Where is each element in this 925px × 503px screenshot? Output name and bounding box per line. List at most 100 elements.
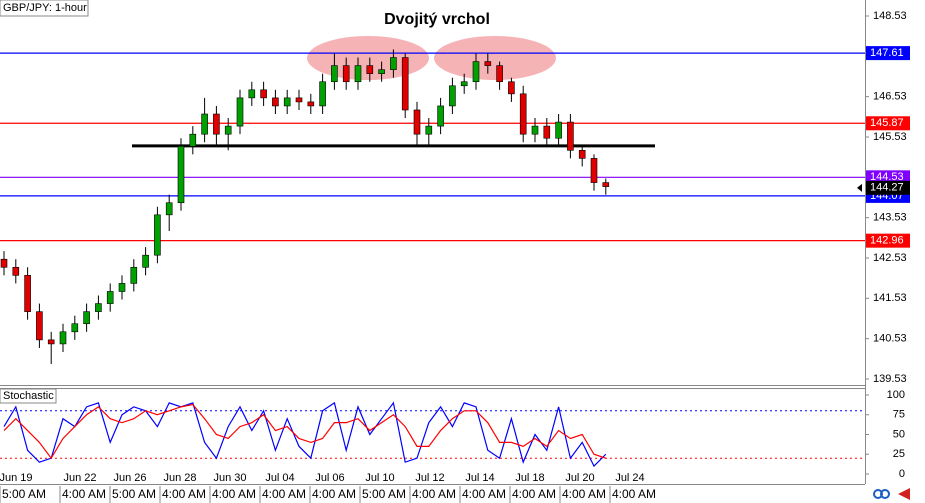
x-date-label: Jul 04 bbox=[265, 472, 294, 484]
level-tag bbox=[866, 233, 910, 248]
candle-body bbox=[177, 145, 185, 204]
candle-body bbox=[519, 93, 527, 135]
candle-body bbox=[555, 121, 562, 139]
candle-body bbox=[567, 121, 574, 151]
candle-body bbox=[106, 291, 114, 304]
candle-body bbox=[437, 105, 444, 127]
x-date-label: Jul 18 bbox=[515, 472, 544, 484]
candle-body bbox=[425, 125, 433, 135]
level-tag bbox=[866, 46, 910, 61]
candle-body bbox=[236, 97, 244, 127]
x-time-label: 4:00 AM bbox=[562, 487, 606, 501]
chart-title: Dvojitý vrchol bbox=[384, 11, 490, 28]
x-date-label: Jul 10 bbox=[365, 472, 394, 484]
candle-body bbox=[201, 113, 208, 135]
candle-body bbox=[307, 101, 315, 107]
y-tick-label: 139.53 bbox=[873, 373, 907, 385]
candle-body bbox=[36, 311, 43, 341]
stoch-tick-label: 0 bbox=[899, 468, 905, 480]
y-tick-label: 140.53 bbox=[873, 333, 907, 345]
stoch-tick-label: 75 bbox=[893, 409, 905, 421]
x-date-label: Jun 19 bbox=[0, 472, 33, 484]
candle-body bbox=[248, 89, 256, 99]
x-date-label: Jul 06 bbox=[315, 472, 344, 484]
candle-body bbox=[543, 125, 551, 139]
candle-body bbox=[342, 65, 350, 83]
candle-body bbox=[366, 65, 374, 74]
stoch-tick-label: 100 bbox=[887, 389, 905, 401]
candle-body bbox=[484, 61, 492, 66]
stoch-tick-label: 50 bbox=[893, 428, 905, 440]
candle-body bbox=[71, 323, 79, 333]
x-date-label: Jul 12 bbox=[415, 472, 444, 484]
candle-body bbox=[331, 65, 338, 83]
toolbar-icons[interactable] bbox=[873, 488, 910, 500]
x-time-label: 4:00 AM bbox=[512, 487, 556, 501]
candle-body bbox=[472, 61, 480, 83]
level-label: 142.96 bbox=[870, 235, 904, 247]
candle-body bbox=[189, 133, 197, 147]
candle-body bbox=[47, 339, 55, 345]
symbol-label: GBP/JPY: 1-hour bbox=[3, 2, 87, 14]
y-tick-label: 145.53 bbox=[873, 131, 907, 143]
candle-body bbox=[578, 150, 586, 159]
x-date-label: Jul 24 bbox=[615, 472, 644, 484]
x-time-label: 5:00 AM bbox=[2, 487, 46, 501]
link-icon[interactable] bbox=[880, 489, 890, 499]
candle-body bbox=[378, 69, 385, 74]
candle-body bbox=[130, 266, 138, 284]
candle-body bbox=[165, 202, 173, 216]
top-highlight bbox=[434, 36, 556, 80]
level-label: 147.61 bbox=[870, 47, 904, 59]
candle-body bbox=[154, 214, 161, 256]
y-tick-label: 148.53 bbox=[873, 10, 907, 22]
x-time-label: 5:00 AM bbox=[362, 487, 406, 501]
candle-body bbox=[224, 125, 232, 135]
x-time-label: 4:00 AM bbox=[412, 487, 456, 501]
indicator-label: Stochastic bbox=[3, 390, 54, 402]
x-time-label: 4:00 AM bbox=[262, 487, 306, 501]
candle-body bbox=[401, 57, 409, 111]
arrow-icon[interactable] bbox=[898, 488, 910, 500]
candle-body bbox=[0, 258, 8, 268]
candle-body bbox=[413, 109, 421, 135]
candle-body bbox=[95, 303, 102, 312]
candle-body bbox=[460, 81, 468, 87]
candle-body bbox=[12, 266, 20, 276]
candle-body bbox=[319, 81, 326, 107]
candle-body bbox=[213, 113, 220, 135]
candle-body bbox=[590, 158, 598, 183]
y-tick-label: 141.53 bbox=[873, 292, 907, 304]
candle-body bbox=[508, 81, 515, 95]
candle-body bbox=[260, 89, 267, 99]
level-tag bbox=[866, 116, 910, 131]
candle-body bbox=[496, 65, 503, 83]
price-tag bbox=[866, 180, 910, 195]
candle-body bbox=[295, 97, 303, 103]
x-date-label: Jun 30 bbox=[213, 472, 246, 484]
x-time-label: 4:00 AM bbox=[62, 487, 106, 501]
x-time-label: 4:00 AM bbox=[162, 487, 206, 501]
x-date-label: Jun 26 bbox=[113, 472, 146, 484]
symbol-box bbox=[0, 0, 89, 17]
level-label: 144.53 bbox=[870, 171, 904, 183]
candle-body bbox=[449, 85, 456, 107]
indicator-box bbox=[0, 388, 57, 404]
price-marker bbox=[857, 183, 862, 192]
candle-body bbox=[24, 275, 31, 312]
x-time-label: 4:00 AM bbox=[462, 487, 506, 501]
x-date-label: Jul 20 bbox=[565, 472, 594, 484]
x-date-label: Jul 14 bbox=[465, 472, 494, 484]
x-date-label: Jun 22 bbox=[63, 472, 96, 484]
candle-body bbox=[602, 182, 610, 187]
stoch-tick-label: 25 bbox=[893, 448, 905, 460]
candle-body bbox=[390, 57, 397, 70]
candle-body bbox=[531, 125, 539, 135]
candle-body bbox=[83, 311, 90, 325]
stoch-line bbox=[3, 401, 607, 468]
y-tick-label: 143.53 bbox=[873, 212, 907, 224]
x-time-label: 5:00 AM bbox=[112, 487, 156, 501]
level-label: 145.87 bbox=[870, 117, 904, 129]
